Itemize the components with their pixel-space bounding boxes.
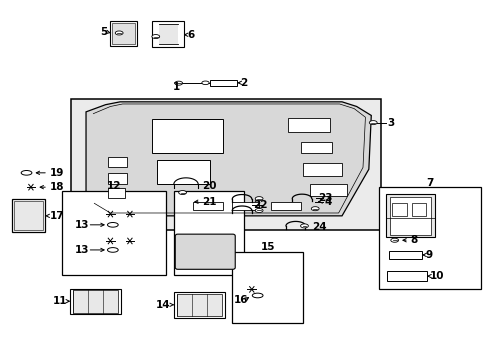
Text: 13: 13 [75,245,89,255]
Polygon shape [86,102,370,216]
Bar [177,235,233,268]
Ellipse shape [174,81,182,85]
Ellipse shape [21,171,32,175]
Ellipse shape [178,190,186,194]
Text: 6: 6 [186,30,194,40]
Text: 23: 23 [317,193,331,203]
Bar [303,163,341,176]
Bar [70,289,121,315]
Bar [271,202,300,211]
Ellipse shape [255,208,263,212]
Text: 9: 9 [425,250,432,260]
Text: 5: 5 [100,27,107,37]
Bar [391,203,406,216]
Ellipse shape [152,35,159,39]
Bar [310,184,346,196]
Bar [152,21,183,47]
Text: 11: 11 [52,296,67,306]
Bar [61,191,166,275]
Ellipse shape [311,207,319,211]
Text: 17: 17 [49,211,64,221]
Text: 14: 14 [156,300,170,310]
Bar [176,294,222,316]
Text: 4: 4 [325,197,332,207]
Bar [386,271,426,281]
Text: 13: 13 [75,220,89,230]
Text: 2: 2 [240,78,247,88]
Bar [232,252,303,323]
Text: 12: 12 [106,181,121,192]
Bar [108,173,127,184]
Ellipse shape [252,293,263,298]
Text: 8: 8 [409,235,417,245]
Ellipse shape [255,197,263,201]
Bar [173,191,244,275]
Text: 21: 21 [202,197,216,207]
Bar [108,188,125,198]
Bar [112,23,135,44]
Text: 10: 10 [429,271,444,281]
Bar [110,21,137,45]
Ellipse shape [300,224,308,228]
Text: 18: 18 [49,182,64,192]
Bar [389,197,430,234]
Bar [378,187,480,289]
Ellipse shape [115,31,123,35]
Bar [71,99,380,230]
Bar [288,118,329,132]
Bar [232,202,259,211]
Ellipse shape [368,121,376,125]
Text: 20: 20 [202,181,216,192]
Ellipse shape [202,81,209,85]
Text: 22: 22 [253,200,267,210]
Ellipse shape [107,222,118,227]
Bar [14,201,42,230]
Text: 3: 3 [386,118,394,128]
Bar [411,203,426,216]
Bar [210,80,237,86]
Ellipse shape [107,248,118,252]
Bar [152,119,222,153]
Ellipse shape [390,238,398,242]
Bar [108,157,127,167]
Text: 15: 15 [260,242,274,252]
Bar [73,291,118,313]
Text: 1: 1 [172,82,180,93]
Bar [159,24,177,44]
Text: 16: 16 [233,295,248,305]
Bar [385,194,434,237]
Bar [173,292,224,318]
Bar [388,251,421,259]
Text: 24: 24 [311,222,326,231]
Text: 19: 19 [49,168,64,178]
Bar [157,160,210,184]
Bar [12,199,45,232]
Bar [300,141,331,153]
FancyBboxPatch shape [175,234,235,269]
Bar [193,202,222,211]
Text: 7: 7 [425,178,432,188]
